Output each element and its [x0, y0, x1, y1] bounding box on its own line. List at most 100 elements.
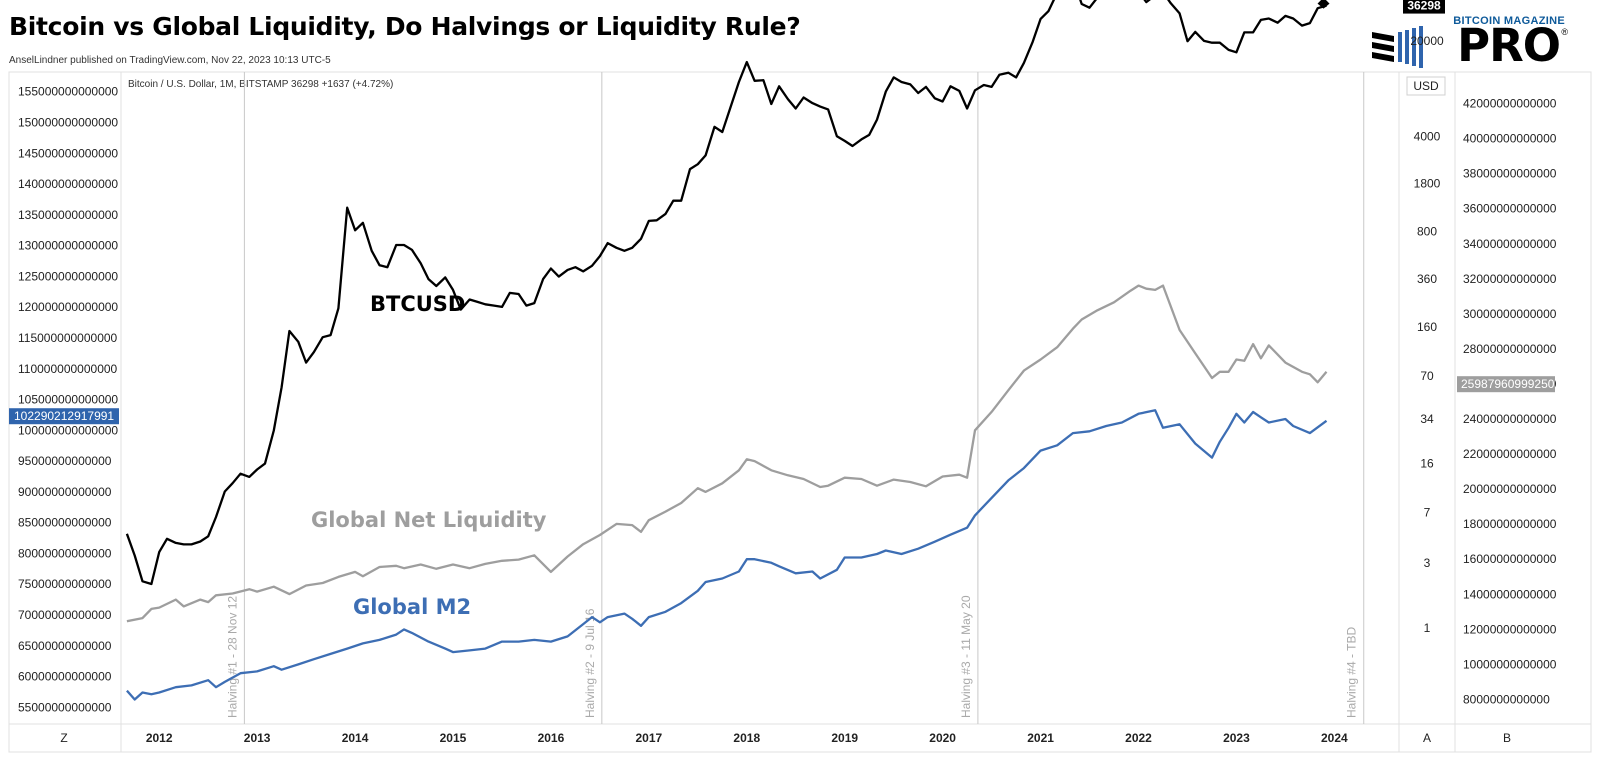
x-tick-label-2018: 2018 — [733, 731, 760, 745]
b-tick-label-5: 32000000000000 — [1463, 272, 1557, 286]
x-tick-label-2021: 2021 — [1027, 731, 1054, 745]
left-tick-label-8: 115000000000000 — [18, 331, 118, 345]
zoom-button-z[interactable]: Z — [60, 731, 67, 745]
b-tick-label-11: 20000000000000 — [1463, 482, 1557, 496]
b-tick-label-17: 8000000000000 — [1463, 692, 1550, 706]
x-tick-label-2024: 2024 — [1321, 731, 1348, 745]
b-tick-label-12: 18000000000000 — [1463, 517, 1557, 531]
usd-tick-label-15: 1 — [1424, 621, 1431, 635]
left-tick-label-7: 120000000000000 — [18, 300, 118, 314]
time-axis-border — [8, 723, 1592, 753]
left-tick-label-0: 155000000000000 — [18, 85, 118, 99]
x-tick-label-2014: 2014 — [342, 731, 369, 745]
b-tick-label-10: 22000000000000 — [1463, 447, 1557, 461]
left-tick-label-3: 140000000000000 — [18, 177, 118, 191]
global-net-liquidity-line — [126, 284, 1328, 623]
scale-button-a[interactable]: A — [1423, 731, 1431, 745]
left-tick-label-13: 90000000000000 — [18, 485, 112, 499]
halving-label-2: Halving #2 - 9 Jul 16 — [583, 608, 597, 718]
left-last-value-text: 102290212917991 — [14, 409, 114, 423]
logo-registered-mark: ® — [1561, 27, 1568, 37]
series-annotations: BTCUSD Global Net Liquidity Global M2 — [311, 292, 547, 619]
x-tick-label-2016: 2016 — [538, 731, 565, 745]
left-axis: 155000000000000 150000000000000 1450000000… — [18, 85, 118, 715]
last-value-badges: 102290212917991 36298 25987960999250 — [9, 0, 1555, 425]
usd-last-value-text: 36298 — [1407, 0, 1441, 13]
b-tick-label-6: 30000000000000 — [1463, 307, 1557, 321]
halving-lines: Halving #1 - 28 Nov 12 Halving #2 - 9 Jul… — [225, 72, 1365, 724]
x-tick-label-2017: 2017 — [635, 731, 662, 745]
usd-tick-label-13: 7 — [1424, 506, 1431, 520]
usd-tick-label-11: 34 — [1420, 412, 1434, 426]
halving-label-1: Halving #1 - 28 Nov 12 — [225, 596, 239, 718]
b-axis: 42000000000000 40000000000000 380000000000… — [1463, 97, 1557, 707]
b-last-value-badge — [1457, 376, 1555, 393]
btcusd-label: BTCUSD — [370, 292, 465, 316]
publisher-subtitle: AnselLindner published on TradingView.co… — [9, 55, 331, 66]
left-tick-label-19: 60000000000000 — [18, 670, 112, 684]
b-tick-label-0: 42000000000000 — [1463, 97, 1557, 111]
x-tick-label-2013: 2013 — [244, 731, 271, 745]
b-tick-label-3: 36000000000000 — [1463, 202, 1557, 216]
usd-tick-label-7: 800 — [1417, 225, 1437, 239]
main-panel-border — [8, 71, 1400, 725]
left-tick-label-14: 85000000000000 — [18, 516, 112, 530]
left-tick-label-4: 135000000000000 — [18, 208, 118, 222]
usd-tick-label-9: 160 — [1417, 320, 1437, 334]
left-tick-label-16: 75000000000000 — [18, 577, 112, 591]
left-tick-label-6: 125000000000000 — [18, 269, 118, 283]
halving-label-4: Halving #4 - TBD — [1345, 627, 1359, 718]
left-tick-label-12: 95000000000000 — [18, 454, 112, 468]
usd-last-value-badge — [1403, 0, 1445, 14]
usd-tick-label-5: 4000 — [1414, 129, 1441, 143]
usd-tick-label-3: 20000 — [1410, 34, 1444, 48]
global-m2-label: Global M2 — [353, 595, 471, 619]
symbol-info: Bitcoin / U.S. Dollar, 1M, BITSTAMP 3629… — [128, 79, 393, 90]
time-axis: 2012 2013 2014 2015 2016 2017 2018 2019 2020 2021… — [146, 731, 1348, 745]
usd-tick-label-10: 70 — [1420, 369, 1434, 383]
b-tick-label-7: 28000000000000 — [1463, 342, 1557, 356]
btc-last-point-marker — [1317, 0, 1330, 9]
left-tick-label-15: 80000000000000 — [18, 546, 112, 560]
b-tick-label-2: 38000000000000 — [1463, 167, 1557, 181]
global-net-liquidity-label: Global Net Liquidity — [311, 508, 547, 532]
usd-axis-title: USD — [1413, 79, 1439, 93]
b-tick-label-13: 16000000000000 — [1463, 552, 1557, 566]
left-last-value-badge — [9, 408, 119, 425]
logo-bars-icon — [1372, 26, 1423, 68]
left-tick-label-17: 70000000000000 — [18, 608, 112, 622]
left-tick-label-5: 130000000000000 — [18, 239, 118, 253]
left-tick-label-1: 150000000000000 — [18, 115, 118, 129]
left-tick-label-18: 65000000000000 — [18, 639, 112, 653]
x-tick-label-2012: 2012 — [146, 731, 173, 745]
scale-button-b[interactable]: B — [1503, 731, 1511, 745]
x-tick-label-2019: 2019 — [831, 731, 858, 745]
usd-currency-box[interactable] — [1406, 76, 1446, 96]
halving-label-3: Halving #3 - 11 May 20 — [959, 595, 973, 718]
series-lines — [125, 0, 1330, 701]
b-tick-label-1: 40000000000000 — [1463, 132, 1557, 146]
left-tick-label-11: 100000000000000 — [18, 423, 118, 437]
left-tick-label-10: 105000000000000 — [18, 393, 118, 407]
b-tick-label-9: 24000000000000 — [1463, 412, 1557, 426]
left-tick-label-9: 110000000000000 — [18, 362, 118, 376]
global-m2-line — [126, 409, 1328, 701]
left-tick-label-20: 55000000000000 — [18, 700, 112, 714]
usd-tick-label-6: 1800 — [1414, 177, 1441, 191]
x-tick-label-2022: 2022 — [1125, 731, 1152, 745]
x-tick-label-2020: 2020 — [929, 731, 956, 745]
x-tick-label-2015: 2015 — [440, 731, 467, 745]
left-tick-label-2: 145000000000000 — [18, 146, 118, 160]
b-tick-label-4: 34000000000000 — [1463, 237, 1557, 251]
logo-brand-text: BITCOIN MAGAZINE — [1453, 15, 1565, 27]
x-tick-label-2023: 2023 — [1223, 731, 1250, 745]
b-tick-label-15: 12000000000000 — [1463, 622, 1557, 636]
usd-tick-label-14: 3 — [1424, 556, 1431, 570]
page-title: Bitcoin vs Global Liquidity, Do Halvings… — [9, 12, 801, 41]
btcusd-line — [125, 0, 1327, 586]
b-last-value-text: 25987960999250 — [1461, 377, 1555, 391]
logo-pro-text: PRO — [1457, 19, 1561, 72]
b-tick-label-16: 10000000000000 — [1463, 657, 1557, 671]
usd-tick-label-12: 16 — [1420, 457, 1434, 471]
